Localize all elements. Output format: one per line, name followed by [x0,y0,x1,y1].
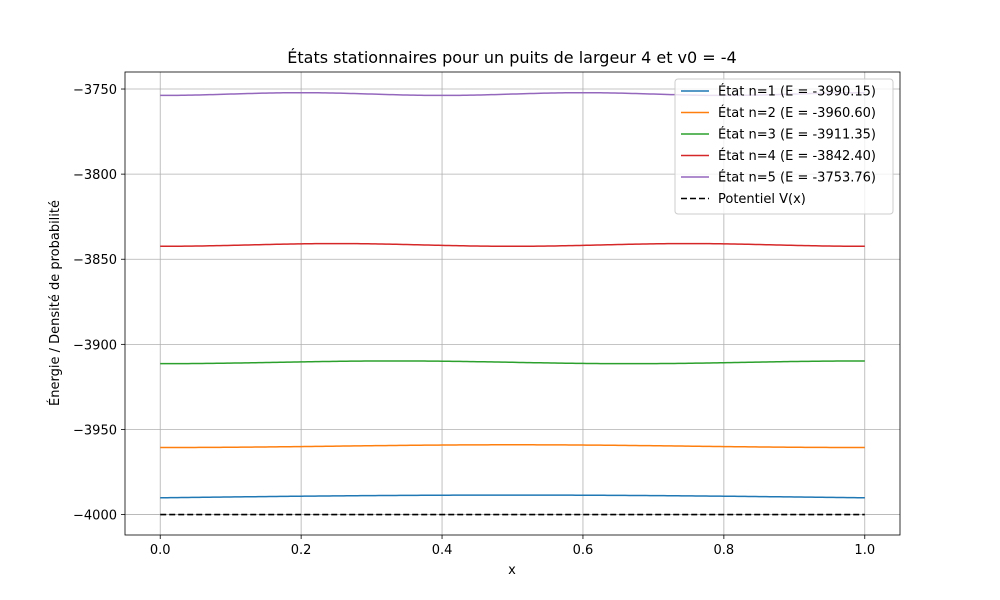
x-tick-label: 0.0 [150,543,171,558]
x-axis-label: x [508,563,516,578]
plot-frame [124,71,901,536]
x-axis-ticks: 0.0 0.2 0.4 0.6 0.8 1.0 [150,535,875,558]
legend-label: Potentiel V(x) [718,192,806,207]
series-line-4 [160,242,865,248]
chart-title: États stationnaires pour un puits de lar… [287,48,736,67]
legend-box [674,78,894,215]
legend-label: État n=4 (E = -3842.40) [718,148,876,164]
y-tick-label: −4000 [73,509,117,524]
y-tick-label: −3850 [73,253,117,268]
y-tick-label: −3750 [73,83,117,98]
legend-label: État n=1 (E = -3990.15) [718,84,876,100]
x-tick-label: 0.8 [714,543,735,558]
y-axis-ticks: −4000 −3950 −3900 −3850 −3800 −3750 [73,83,125,524]
y-axis-label: Énergie / Densité de probabilité [47,200,63,406]
x-tick-label: 1.0 [854,543,875,558]
series-line-2 [160,444,865,449]
legend-label: État n=3 (E = -3911.35) [718,127,876,143]
y-tick-label: −3900 [73,338,117,353]
y-tick-label: −3950 [73,423,117,438]
x-tick-label: 0.6 [573,543,594,558]
series-line-3 [160,360,865,365]
y-tick-label: −3800 [73,168,117,183]
x-tick-label: 0.2 [291,543,312,558]
legend-label: État n=2 (E = -3960.60) [718,105,876,121]
legend: État n=1 (E = -3990.15) État n=2 (E = -39… [674,78,894,215]
series-line-1 [160,494,865,499]
plot-series [160,91,865,516]
x-tick-label: 0.4 [432,543,453,558]
legend-label: État n=5 (E = -3753.76) [718,170,876,186]
